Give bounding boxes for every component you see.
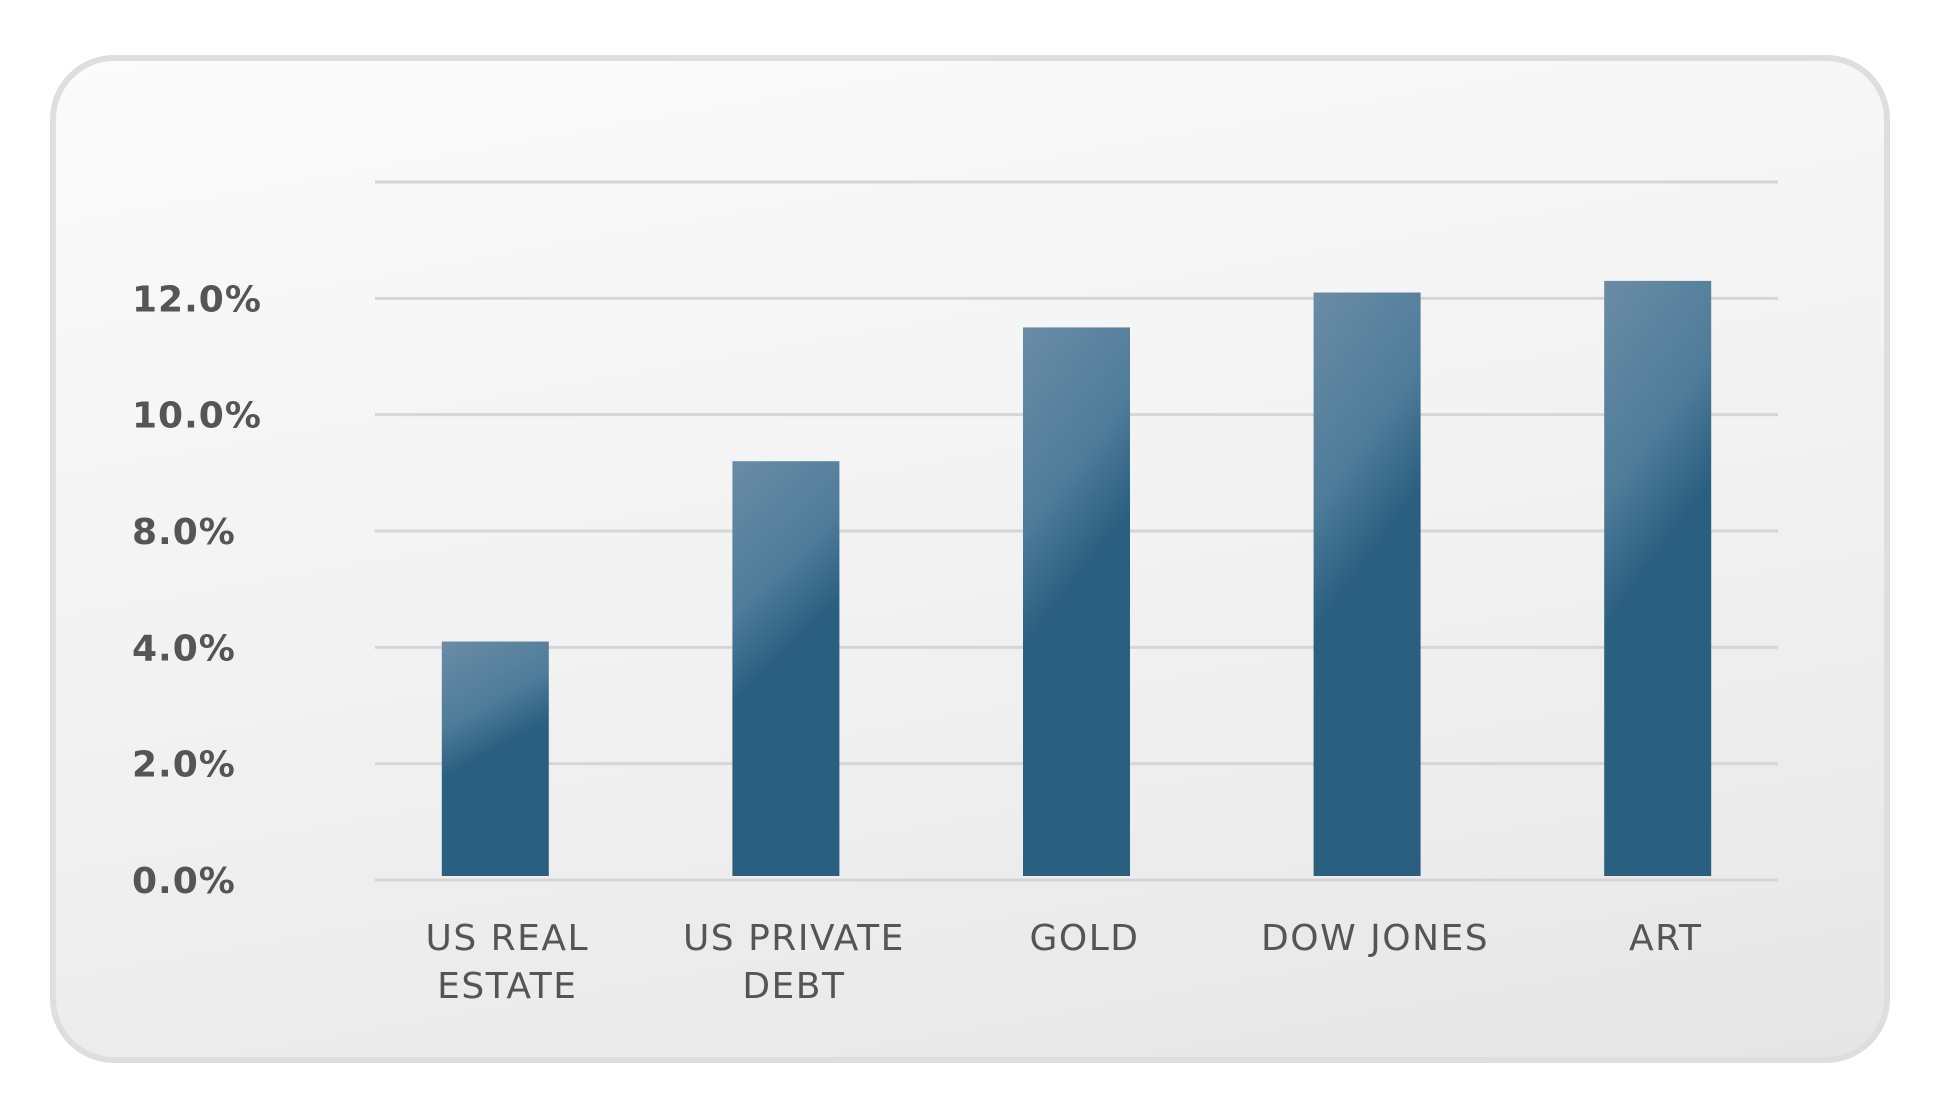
y-tick-label: 0.0%	[132, 861, 236, 902]
y-tick-label: 10.0%	[132, 396, 262, 437]
x-tick-label: ART	[1629, 918, 1703, 959]
chart-card	[50, 55, 1890, 1063]
bar	[441, 641, 549, 876]
y-tick-label: 12.0%	[132, 279, 262, 320]
y-axis: 0.0% 2.0% 4.0% 8.0% 10.0% 12.0%	[132, 279, 262, 902]
x-tick-label: GOLD	[1029, 918, 1139, 959]
x-tick-label: DEBT	[742, 966, 845, 1007]
bar	[1604, 280, 1712, 877]
x-tick-label: DOW JONES	[1261, 918, 1489, 959]
x-tick-label: US REAL	[426, 918, 590, 959]
x-axis: US REAL ESTATE US PRIVATE DEBT GOLD DOW JONES…	[426, 918, 1703, 1007]
x-tick-label: ESTATE	[437, 966, 577, 1007]
y-tick-label: 4.0%	[132, 628, 236, 669]
x-tick-label: US PRIVATE	[683, 918, 905, 959]
bar	[1023, 327, 1130, 877]
y-tick-label: 8.0%	[132, 512, 236, 553]
bars	[441, 280, 1712, 877]
bar	[1313, 292, 1421, 876]
bar	[732, 461, 840, 876]
y-tick-label: 2.0%	[132, 745, 236, 786]
